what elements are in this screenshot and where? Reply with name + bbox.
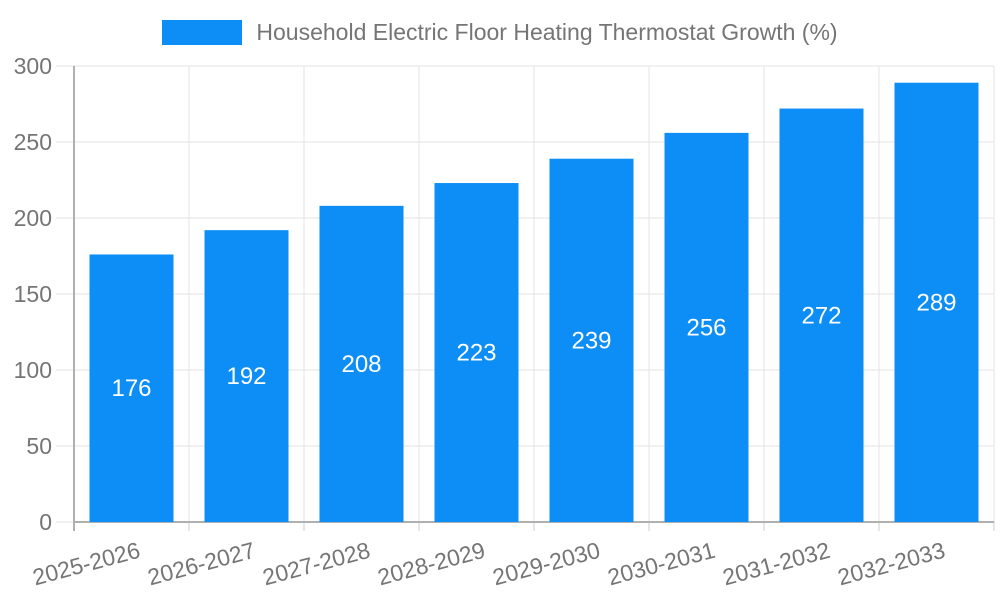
x-axis-tick-label: 2027-2028 <box>260 537 373 591</box>
bar <box>549 158 634 522</box>
bar <box>89 254 174 523</box>
bar-value-label: 223 <box>456 340 496 367</box>
x-axis-tick-label: 2031-2032 <box>720 537 833 591</box>
bar-value-label: 289 <box>916 289 956 316</box>
x-axis-tick-label: 2028-2029 <box>375 537 488 591</box>
legend-swatch-icon <box>162 19 243 45</box>
x-axis-tick-label: 2026-2027 <box>145 537 258 591</box>
x-axis-tick-label: 2025-2026 <box>30 537 143 591</box>
bar-value-label: 256 <box>686 314 726 341</box>
bar <box>319 205 404 522</box>
legend-label: Household Electric Floor Heating Thermos… <box>256 18 838 45</box>
x-axis-tick-label: 2029-2030 <box>490 537 603 591</box>
y-axis-tick-label: 200 <box>14 205 52 231</box>
bar-value-label: 176 <box>111 375 151 402</box>
bar <box>434 183 519 523</box>
bar <box>779 108 864 522</box>
y-axis-tick-label: 50 <box>26 433 52 459</box>
bar-value-label: 239 <box>571 327 611 354</box>
bar-value-label: 192 <box>226 363 266 390</box>
y-axis-tick-label: 300 <box>14 53 52 79</box>
bar-value-label: 272 <box>801 302 841 329</box>
bar-value-label: 208 <box>341 351 381 378</box>
bar <box>204 230 289 522</box>
bar <box>894 82 979 522</box>
bar <box>664 132 749 522</box>
y-axis-tick-label: 150 <box>14 281 52 307</box>
legend: Household Electric Floor Heating Thermos… <box>0 19 1000 45</box>
y-axis-tick-label: 100 <box>14 357 52 383</box>
x-axis-tick-label: 2032-2033 <box>835 537 948 591</box>
y-axis-tick-label: 0 <box>39 509 52 535</box>
x-axis-tick-label: 2030-2031 <box>605 537 718 591</box>
y-axis-tick-label: 250 <box>14 129 52 155</box>
